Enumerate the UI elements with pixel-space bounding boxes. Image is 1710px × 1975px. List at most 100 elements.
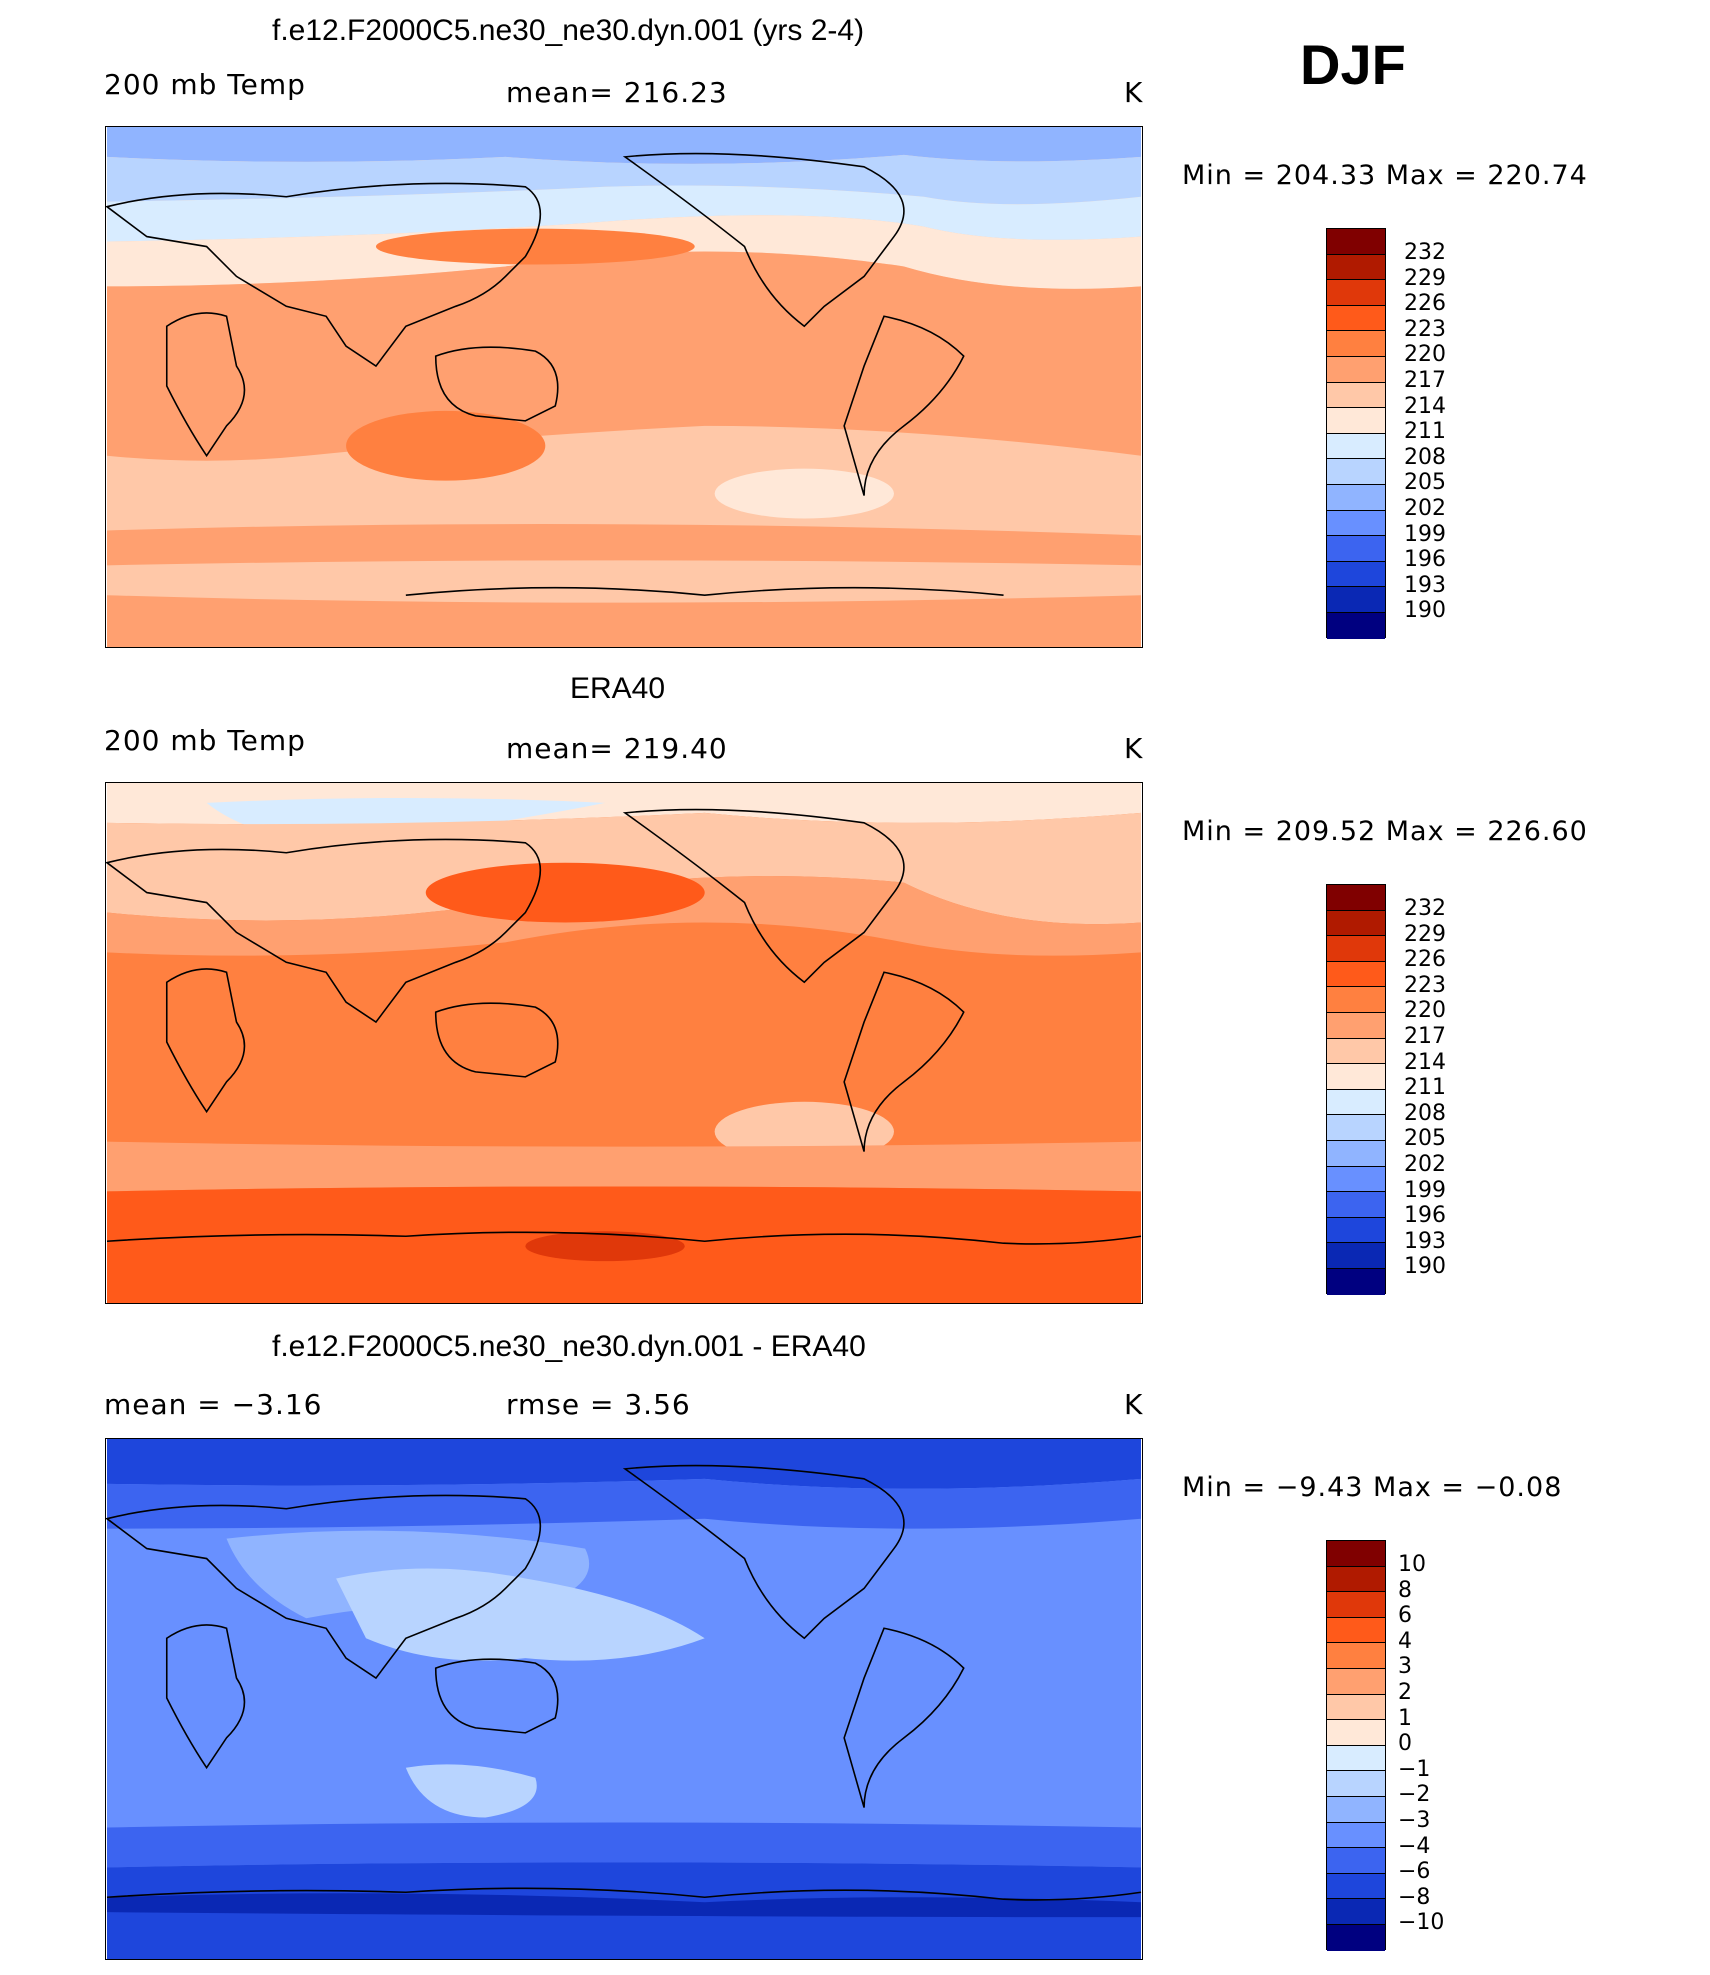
colorbar-tick-label: 199 xyxy=(1404,521,1446,547)
panel-2-colorbar-swatch xyxy=(1327,1012,1385,1039)
panel-1-colorbar-labels: 232 229 226 223 220 217 214 211 208 205 … xyxy=(1404,228,1446,623)
colorbar-tick-label: 196 xyxy=(1404,547,1446,573)
colorbar-tick-label: 208 xyxy=(1404,444,1446,470)
colorbar-tick-label: 226 xyxy=(1404,291,1446,317)
panel-1-colorbar-swatch xyxy=(1327,536,1385,562)
panel-3-colorbar-swatch xyxy=(1327,1720,1385,1746)
panel-3-colorbar-swatch xyxy=(1327,1873,1385,1900)
panel-3-colorbar-swatch xyxy=(1327,1541,1385,1567)
colorbar-tick-label: 214 xyxy=(1404,393,1446,419)
panel-2-colorbar-swatch xyxy=(1327,1243,1385,1269)
panel-2-colorbar-swatch xyxy=(1327,1192,1385,1218)
colorbar-tick-label: 211 xyxy=(1404,419,1446,445)
panel-3-colorbar-swatch xyxy=(1327,1745,1385,1772)
colorbar-tick-label: −8 xyxy=(1398,1884,1431,1910)
panel-3-colorbar-swatch xyxy=(1327,1924,1385,1951)
colorbar-tick-label: 232 xyxy=(1404,240,1446,265)
panel-2-colorbar-swatch xyxy=(1327,961,1385,988)
panel-1-colorbar-swatch xyxy=(1327,280,1385,306)
colorbar-tick-label: 2 xyxy=(1398,1679,1412,1705)
panel-1-colorbar-swatch xyxy=(1327,561,1385,588)
colorbar-tick-label: −2 xyxy=(1398,1782,1431,1808)
panel-2-colorbar-swatch xyxy=(1327,885,1385,911)
panel-1-colorbar-swatch xyxy=(1327,382,1385,409)
panel-2-title: ERA40 xyxy=(570,672,666,705)
panel-2-map xyxy=(105,782,1143,1304)
panel-2-colorbar-swatch xyxy=(1327,1140,1385,1167)
colorbar-tick-label: −6 xyxy=(1398,1859,1431,1885)
panel-3-colorbar-swatch xyxy=(1327,1668,1385,1695)
panel-2-colorbar-swatch xyxy=(1327,987,1385,1013)
panel-1-colorbar-swatch xyxy=(1327,331,1385,357)
panel-1-mean-label: mean= 216.23 xyxy=(506,76,728,109)
panel-3-colorbar-swatch xyxy=(1327,1899,1385,1925)
colorbar-tick-label: 223 xyxy=(1404,972,1446,998)
panel-2-minmax: Min = 209.52 Max = 226.60 xyxy=(1182,816,1588,847)
panel-2-colorbar-swatch xyxy=(1327,910,1385,937)
panel-1-colorbar-swatch xyxy=(1327,305,1385,332)
panel-2-colorbar-swatch xyxy=(1327,1115,1385,1141)
colorbar-tick-label: 217 xyxy=(1404,1023,1446,1049)
panel-1-colorbar-swatch xyxy=(1327,484,1385,511)
colorbar-tick-label: −3 xyxy=(1398,1807,1431,1833)
panel-1-title: f.e12.F2000C5.ne30_ne30.dyn.001 (yrs 2-4… xyxy=(272,14,865,47)
colorbar-tick-label: 190 xyxy=(1404,598,1446,624)
colorbar-tick-label: 3 xyxy=(1398,1654,1412,1680)
panel-1-colorbar-swatch xyxy=(1327,459,1385,485)
colorbar-tick-label: 193 xyxy=(1404,572,1446,598)
panel-3-colorbar-labels: 10 8 6 4 3 2 1 0 −1 −2 −3 −4 −6 −8 −10 xyxy=(1398,1540,1444,1935)
panel-3-colorbar-swatch xyxy=(1327,1771,1385,1797)
panel-3-units-label: K xyxy=(1124,1388,1144,1421)
colorbar-tick-label: 232 xyxy=(1404,896,1446,921)
panel-1-colorbar xyxy=(1326,228,1386,639)
colorbar-tick-label: 196 xyxy=(1404,1203,1446,1229)
panel-3-rmse-label: rmse = 3.56 xyxy=(506,1388,691,1421)
panel-1-colorbar-swatch xyxy=(1327,408,1385,434)
panel-2-colorbar-swatch xyxy=(1327,1166,1385,1193)
colorbar-tick-label: −4 xyxy=(1398,1833,1431,1859)
colorbar-tick-label: 6 xyxy=(1398,1603,1412,1629)
panel-1-variable-label: 200 mb Temp xyxy=(104,68,306,101)
panel-2-colorbar-labels: 232 229 226 223 220 217 214 211 208 205 … xyxy=(1404,884,1446,1279)
colorbar-tick-label: 205 xyxy=(1404,470,1446,496)
panel-1-colorbar-swatch xyxy=(1327,229,1385,255)
colorbar-tick-label: 0 xyxy=(1398,1731,1412,1757)
panel-3-colorbar-swatch xyxy=(1327,1617,1385,1644)
panel-2-mean-label: mean= 219.40 xyxy=(506,732,728,765)
colorbar-tick-label: 229 xyxy=(1404,921,1446,947)
panel-2-colorbar-swatch xyxy=(1327,1268,1385,1295)
panel-1-map xyxy=(105,126,1143,648)
panel-2-colorbar xyxy=(1326,884,1386,1295)
colorbar-tick-label: 211 xyxy=(1404,1075,1446,1101)
panel-3-colorbar-swatch xyxy=(1327,1643,1385,1669)
colorbar-tick-label: 199 xyxy=(1404,1177,1446,1203)
panel-1-minmax: Min = 204.33 Max = 220.74 xyxy=(1182,160,1588,191)
panel-2-colorbar-swatch xyxy=(1327,1038,1385,1065)
panel-3-colorbar-swatch xyxy=(1327,1566,1385,1593)
colorbar-tick-label: 226 xyxy=(1404,947,1446,973)
panel-2-colorbar-swatch xyxy=(1327,1064,1385,1090)
panel-3-colorbar-swatch xyxy=(1327,1694,1385,1721)
colorbar-tick-label: 217 xyxy=(1404,367,1446,393)
colorbar-tick-label: 193 xyxy=(1404,1228,1446,1254)
colorbar-tick-label: 1 xyxy=(1398,1705,1412,1731)
colorbar-tick-label: 214 xyxy=(1404,1049,1446,1075)
colorbar-tick-label: 202 xyxy=(1404,495,1446,521)
colorbar-tick-label: 229 xyxy=(1404,265,1446,291)
panel-2-colorbar-swatch xyxy=(1327,936,1385,962)
colorbar-tick-label: 10 xyxy=(1398,1552,1426,1577)
panel-3-minmax: Min = −9.43 Max = −0.08 xyxy=(1182,1472,1563,1503)
panel-2-units-label: K xyxy=(1124,732,1144,765)
panel-1-colorbar-swatch xyxy=(1327,612,1385,639)
panel-1-colorbar-swatch xyxy=(1327,254,1385,281)
panel-3-colorbar-swatch xyxy=(1327,1848,1385,1874)
colorbar-tick-label: 205 xyxy=(1404,1126,1446,1152)
panel-2-variable-label: 200 mb Temp xyxy=(104,724,306,757)
panel-1-colorbar-swatch xyxy=(1327,587,1385,613)
colorbar-tick-label: −10 xyxy=(1398,1910,1445,1936)
colorbar-tick-label: 8 xyxy=(1398,1577,1412,1603)
panel-3-colorbar-swatch xyxy=(1327,1592,1385,1618)
colorbar-tick-label: 223 xyxy=(1404,316,1446,342)
panel-3-map xyxy=(105,1438,1143,1960)
panel-3-colorbar-swatch xyxy=(1327,1796,1385,1823)
